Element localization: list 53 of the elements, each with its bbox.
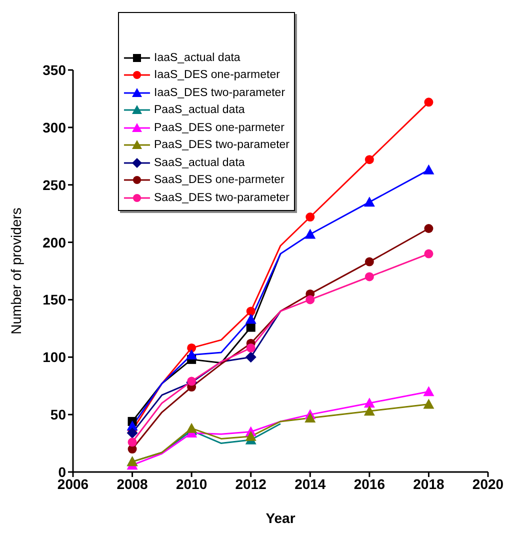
point: [364, 257, 374, 266]
y-tick-label: 250: [42, 176, 66, 193]
point: [364, 272, 374, 282]
point: [364, 196, 375, 207]
y-tick-label: 350: [42, 62, 66, 78]
x-tick-label: 2014: [294, 476, 326, 492]
point: [245, 314, 256, 324]
point: [423, 164, 434, 174]
point: [186, 349, 198, 360]
x-axis-title: Year: [266, 510, 296, 526]
point: [364, 155, 374, 164]
y-tick-label: 50: [50, 406, 66, 423]
x-tick-label: 2008: [116, 476, 148, 492]
x-tick-label: 2018: [413, 476, 444, 492]
point: [364, 406, 375, 416]
point: [246, 343, 256, 352]
point: [304, 412, 316, 423]
legend-label: PaaS_DES one-parmeter: [154, 122, 284, 134]
point: [245, 352, 256, 363]
y-tick-label: 0: [58, 464, 66, 480]
point: [186, 422, 198, 433]
point: [126, 427, 138, 438]
point: [424, 224, 434, 234]
point: [424, 98, 434, 107]
legend-label: PaaS_actual data: [154, 104, 245, 116]
point: [423, 398, 434, 409]
y-axis-title: Number of providers: [8, 208, 24, 334]
legend-label: PaaS_DES two-parameter: [154, 139, 290, 152]
point: [304, 228, 316, 239]
legend-label: IaaS_DES two-parameter: [154, 86, 286, 99]
point: [245, 430, 256, 441]
legend-label: SaaS_DES one-parmeter: [154, 174, 284, 186]
y-tick-label: 300: [42, 119, 66, 136]
point: [306, 212, 315, 222]
point: [246, 322, 256, 332]
point: [423, 386, 434, 396]
y-tick-label: 200: [42, 234, 66, 250]
x-tick-label: 2020: [472, 476, 504, 492]
x-tick-label: 2012: [235, 476, 267, 492]
point: [246, 306, 256, 316]
y-tick-label: 100: [42, 349, 66, 366]
point: [306, 295, 315, 304]
point: [187, 343, 196, 352]
point: [128, 438, 137, 447]
y-tick-label: 150: [42, 292, 66, 308]
x-tick-label: 2016: [354, 476, 386, 492]
point: [364, 398, 375, 408]
legend-label: SaaS_actual data: [154, 156, 245, 169]
legend-label: IaaS_actual data: [154, 52, 240, 64]
x-tick-label: 2010: [176, 476, 208, 492]
legend-label: SaaS_DES two-parameter: [154, 192, 290, 204]
point: [424, 249, 434, 258]
legend-label: IaaS_DES one-parmeter: [154, 69, 280, 82]
